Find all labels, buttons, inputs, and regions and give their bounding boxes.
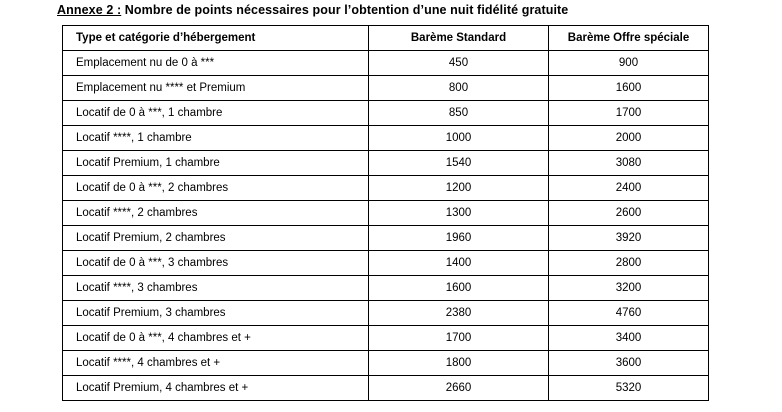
cell-special: 4760 (548, 300, 709, 326)
points-table: Type et catégorie d’hébergement Barème S… (62, 25, 709, 401)
cell-special: 5320 (548, 375, 709, 401)
cell-special: 3600 (548, 350, 709, 376)
table-row: Locatif Premium, 1 chambre 1540 3080 (62, 150, 709, 176)
cell-special: 2400 (548, 175, 709, 201)
title-text: Nombre de points nécessaires pour l’obte… (124, 3, 569, 17)
table-row: Locatif de 0 à ***, 3 chambres 1400 2800 (62, 250, 709, 276)
cell-standard: 1960 (368, 225, 549, 251)
table-header-row: Type et catégorie d’hébergement Barème S… (62, 25, 709, 51)
cell-special: 3200 (548, 275, 709, 301)
table-row: Emplacement nu de 0 à *** 450 900 (62, 50, 709, 76)
header-type-category: Type et catégorie d’hébergement (62, 25, 369, 51)
cell-type: Locatif de 0 à ***, 3 chambres (62, 250, 369, 276)
cell-special: 3400 (548, 325, 709, 351)
table-row: Locatif Premium, 2 chambres 1960 3920 (62, 225, 709, 251)
header-bareme-standard: Barème Standard (368, 25, 549, 51)
table-row: Locatif Premium, 4 chambres et +2660 5320 (62, 375, 709, 401)
cell-standard: 450 (368, 50, 549, 76)
table-row: Locatif ****, 3 chambres 1600 3200 (62, 275, 709, 301)
table-row: Locatif ****, 1 chambre 1000 2000 (62, 125, 709, 151)
cell-special: 2600 (548, 200, 709, 226)
cell-standard: 1400 (368, 250, 549, 276)
table-row: Locatif ****, 4 chambres et +1800 3600 (62, 350, 709, 376)
cell-special: 2800 (548, 250, 709, 276)
cell-standard: 800 (368, 75, 549, 101)
table-row: Locatif de 0 à ***, 2 chambres 1200 2400 (62, 175, 709, 201)
cell-standard: 1300 (368, 200, 549, 226)
header-bareme-offre-speciale: Barème Offre spéciale (548, 25, 709, 51)
cell-type: Locatif Premium, 1 chambre (62, 150, 369, 176)
cell-special: 2000 (548, 125, 709, 151)
cell-special: 3920 (548, 225, 709, 251)
cell-type: Locatif Premium, 2 chambres (62, 225, 369, 251)
cell-standard: 1600 (368, 275, 549, 301)
cell-special: 3080 (548, 150, 709, 176)
cell-standard: 1540 (368, 150, 549, 176)
table-body: Emplacement nu de 0 à *** 450 900 Emplaceme… (62, 50, 709, 401)
cell-type: Locatif de 0 à ***, 1 chambre (62, 100, 369, 126)
cell-type: Locatif ****, 2 chambres (62, 200, 369, 226)
cell-standard: 2660 (368, 375, 549, 401)
table-row: Locatif de 0 à ***, 1 chambre 850 1700 (62, 100, 709, 126)
cell-standard: 1000 (368, 125, 549, 151)
cell-standard: 1700 (368, 325, 549, 351)
table-row: Locatif ****, 2 chambres 1300 2600 (62, 200, 709, 226)
cell-type: Locatif Premium, 4 chambres et + (62, 375, 369, 401)
cell-type: Emplacement nu **** et Premium (62, 75, 369, 101)
cell-type: Locatif Premium, 3 chambres (62, 300, 369, 326)
table-row: Locatif de 0 à ***, 4 chambres et +1700 3… (62, 325, 709, 351)
cell-special: 1600 (548, 75, 709, 101)
cell-special: 900 (548, 50, 709, 76)
cell-type: Locatif ****, 3 chambres (62, 275, 369, 301)
cell-standard: 2380 (368, 300, 549, 326)
table-row: Emplacement nu **** et Premium 800 1600 (62, 75, 709, 101)
cell-special: 1700 (548, 100, 709, 126)
cell-standard: 850 (368, 100, 549, 126)
table-row: Locatif Premium, 3 chambres 2380 4760 (62, 300, 709, 326)
page-title: Annexe 2 : Nombre de points nécessaires … (57, 3, 568, 17)
cell-type: Locatif de 0 à ***, 4 chambres et + (62, 325, 369, 351)
cell-type: Locatif ****, 4 chambres et + (62, 350, 369, 376)
cell-standard: 1200 (368, 175, 549, 201)
cell-type: Locatif de 0 à ***, 2 chambres (62, 175, 369, 201)
cell-standard: 1800 (368, 350, 549, 376)
title-annexe-label: Annexe 2 : (57, 3, 122, 17)
cell-type: Emplacement nu de 0 à *** (62, 50, 369, 76)
cell-type: Locatif ****, 1 chambre (62, 125, 369, 151)
